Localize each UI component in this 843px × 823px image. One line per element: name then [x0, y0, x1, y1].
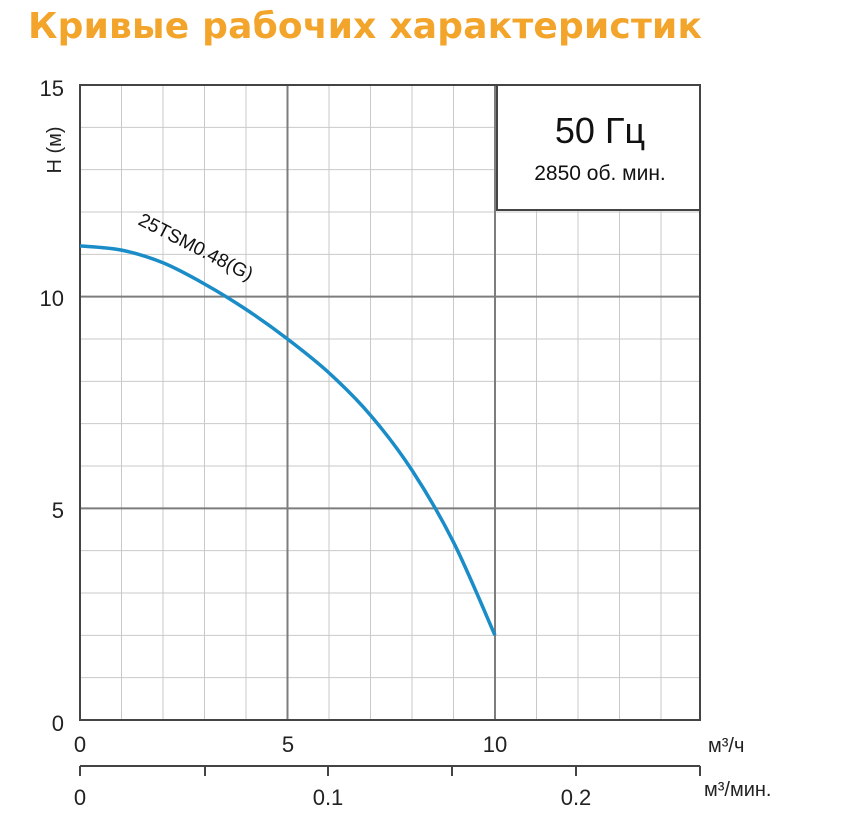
y-tick-label: 15 — [40, 76, 64, 101]
x-axis-unit: м³/ч — [708, 735, 744, 757]
info-box — [496, 84, 701, 211]
y-tick-label: 0 — [52, 711, 64, 736]
series-line — [79, 244, 497, 637]
x2-tick-label: 0.1 — [313, 785, 344, 810]
x-tick-label: 0 — [74, 732, 86, 757]
y-tick-label: 5 — [52, 498, 64, 523]
x2-axis-unit: м³/мин. — [704, 779, 772, 801]
frequency-label: 50 Гц — [555, 110, 645, 151]
x2-tick-label: 0 — [74, 785, 86, 810]
y-axis-label: H (м) — [44, 126, 66, 173]
y-tick-label: 10 — [40, 286, 64, 311]
speed-label: 2850 об. мин. — [534, 162, 666, 185]
x-tick-label: 5 — [282, 732, 294, 757]
x-tick-label: 10 — [483, 732, 507, 757]
series-label: 25TSM0.48(G) — [135, 210, 256, 286]
plot-frame — [79, 84, 701, 721]
chart-title: Кривые рабочих характеристик — [28, 6, 703, 47]
x2-tick-label: 0.2 — [561, 785, 592, 810]
secondary-axis-ticks — [79, 766, 701, 776]
